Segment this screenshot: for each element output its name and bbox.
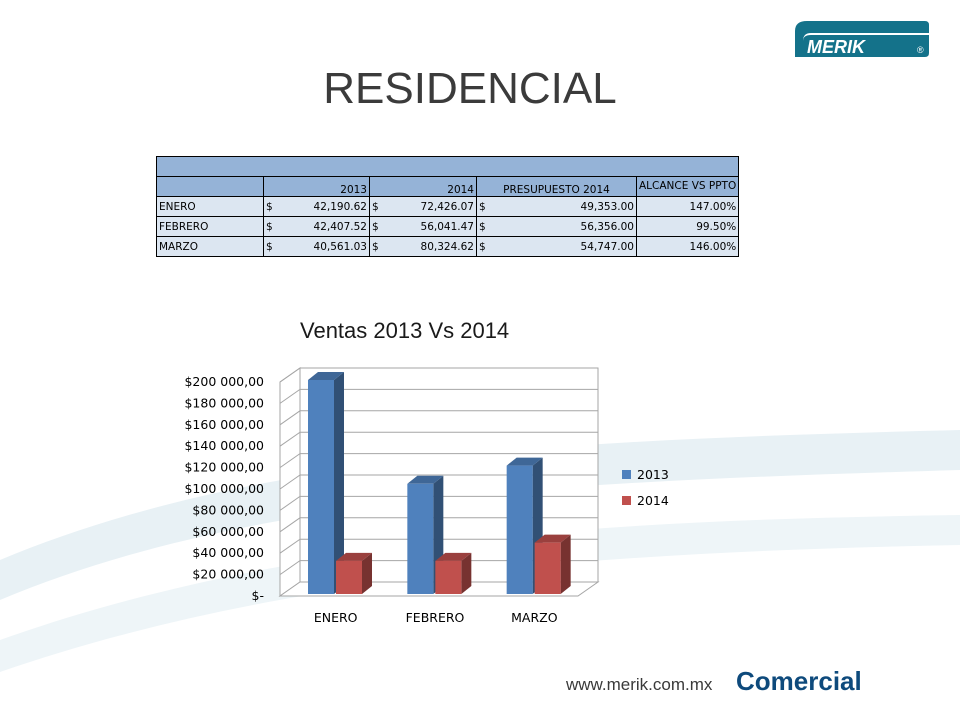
cell-2014: $80,324.62: [369, 236, 477, 257]
currency-symbol: $: [266, 220, 273, 233]
chart-title: Ventas 2013 Vs 2014: [300, 318, 510, 343]
sales-table: 2013 2014 PRESUPUESTO 2014 ALCANCE VS PP…: [155, 156, 740, 257]
legend-swatch-2014: [622, 496, 631, 505]
header-2013: 2013: [263, 176, 370, 197]
header-presupuesto: PRESUPUESTO 2014: [476, 176, 637, 197]
currency-symbol: $: [479, 240, 486, 253]
table-row: MARZO $40,561.03 $80,324.62 $54,747.00 146.0…: [156, 236, 740, 257]
header-alcance: ALCANCE VS PPTO: [635, 176, 740, 197]
currency-symbol: $: [372, 220, 379, 233]
y-tick-label: $160 000,00: [184, 417, 264, 432]
legend-label-2013: 2013: [637, 467, 669, 482]
bar-top-2013-enero: [308, 372, 344, 380]
table-top-bar: [155, 156, 740, 177]
gridline: [279, 453, 598, 469]
slide-title: RESIDENCIAL: [323, 64, 617, 113]
cell-presupuesto-value: 49,353.00: [580, 200, 634, 213]
currency-symbol: $: [479, 220, 486, 233]
gridline: [279, 560, 598, 576]
currency-symbol: $: [372, 240, 379, 253]
cell-2013-value: 42,190.62: [313, 200, 367, 213]
currency-symbol: $: [266, 200, 273, 213]
bar-2014-febrero: [435, 560, 462, 594]
y-tick-label: $60 000,00: [192, 524, 264, 539]
gridline: [279, 367, 598, 383]
legend-swatch-2013: [622, 470, 631, 479]
cell-2013-value: 42,407.52: [313, 220, 367, 233]
gridline: [279, 388, 598, 404]
currency-symbol: $: [479, 200, 486, 213]
cell-2013: $42,407.52: [263, 216, 370, 237]
gridline: [279, 495, 598, 511]
footer-url[interactable]: www.merik.com.mx: [566, 675, 713, 694]
bar-side-2014-febrero: [461, 552, 472, 594]
x-tick-label: FEBRERO: [406, 610, 465, 625]
y-tick-label: $80 000,00: [192, 502, 264, 517]
logo-registered: ®: [917, 45, 924, 55]
bar-side-2014-marzo: [560, 534, 571, 594]
y-tick-label: $-: [252, 588, 264, 603]
y-tick-label: $40 000,00: [192, 545, 264, 560]
gridline: [279, 410, 598, 426]
cell-2014-value: 80,324.62: [420, 240, 474, 253]
cell-2014: $56,041.47: [369, 216, 477, 237]
y-tick-label: $180 000,00: [184, 395, 264, 410]
gridline: [279, 431, 598, 447]
x-tick-label: ENERO: [314, 610, 358, 625]
currency-symbol: $: [372, 200, 379, 213]
cell-month: MARZO: [156, 236, 264, 257]
cell-2013: $40,561.03: [263, 236, 370, 257]
cell-2014: $72,426.07: [369, 196, 477, 217]
table-row: FEBRERO $42,407.52 $56,041.47 $56,356.00 99.…: [156, 216, 740, 237]
cell-2014-value: 72,426.07: [420, 200, 474, 213]
x-tick-label: MARZO: [511, 610, 558, 625]
bar-side-2013-enero: [334, 372, 344, 594]
bar-top-2013-marzo: [506, 457, 543, 466]
bar-top-2014-febrero: [435, 552, 472, 561]
y-tick-label: $100 000,00: [184, 481, 264, 496]
cell-alcance: 146.00%: [635, 236, 740, 257]
cell-alcance: 99.50%: [635, 216, 740, 237]
merik-logo: MERIK ®: [795, 21, 929, 57]
bar-2013-enero: [308, 380, 334, 594]
footer-brand: Comercial: [736, 666, 862, 696]
bar-side-2014-enero: [362, 552, 372, 594]
table-row: ENERO $42,190.62 $72,426.07 $49,353.00 147.0…: [156, 196, 740, 217]
cell-2013: $42,190.62: [263, 196, 370, 217]
bar-top-2013-febrero: [407, 475, 444, 484]
header-2014: 2014: [369, 176, 477, 197]
gridline: [279, 538, 598, 554]
legend-label-2014: 2014: [637, 493, 669, 508]
bar-top-2014-marzo: [534, 534, 571, 543]
y-tick-label: $200 000,00: [184, 374, 264, 389]
y-tick-label: $140 000,00: [184, 438, 264, 453]
cell-presupuesto: $56,356.00: [476, 216, 637, 237]
currency-symbol: $: [266, 240, 273, 253]
table-header-row: 2013 2014 PRESUPUESTO 2014 ALCANCE VS PP…: [156, 176, 740, 197]
header-empty: [156, 176, 264, 197]
cell-month: FEBRERO: [156, 216, 264, 237]
cell-alcance: 147.00%: [635, 196, 740, 217]
bar-top-2014-enero: [336, 552, 372, 561]
cell-2013-value: 40,561.03: [313, 240, 367, 253]
bar-2014-enero: [336, 560, 362, 594]
cell-2014-value: 56,041.47: [420, 220, 474, 233]
y-tick-label: $20 000,00: [192, 567, 264, 582]
bar-2013-marzo: [506, 465, 533, 594]
logo-text: MERIK: [807, 37, 867, 57]
gridline: [279, 474, 598, 490]
cell-presupuesto-value: 56,356.00: [580, 220, 634, 233]
cell-presupuesto: $54,747.00: [476, 236, 637, 257]
sales-chart: $- $20 000,00 $40 000,00 $60 000,00 $80 000,…: [184, 367, 669, 625]
gridline: [279, 517, 598, 533]
bar-2014-marzo: [534, 542, 561, 594]
y-tick-label: $120 000,00: [184, 460, 264, 475]
bar-2013-febrero: [407, 483, 434, 594]
cell-month: ENERO: [156, 196, 264, 217]
cell-presupuesto: $49,353.00: [476, 196, 637, 217]
cell-presupuesto-value: 54,747.00: [580, 240, 634, 253]
